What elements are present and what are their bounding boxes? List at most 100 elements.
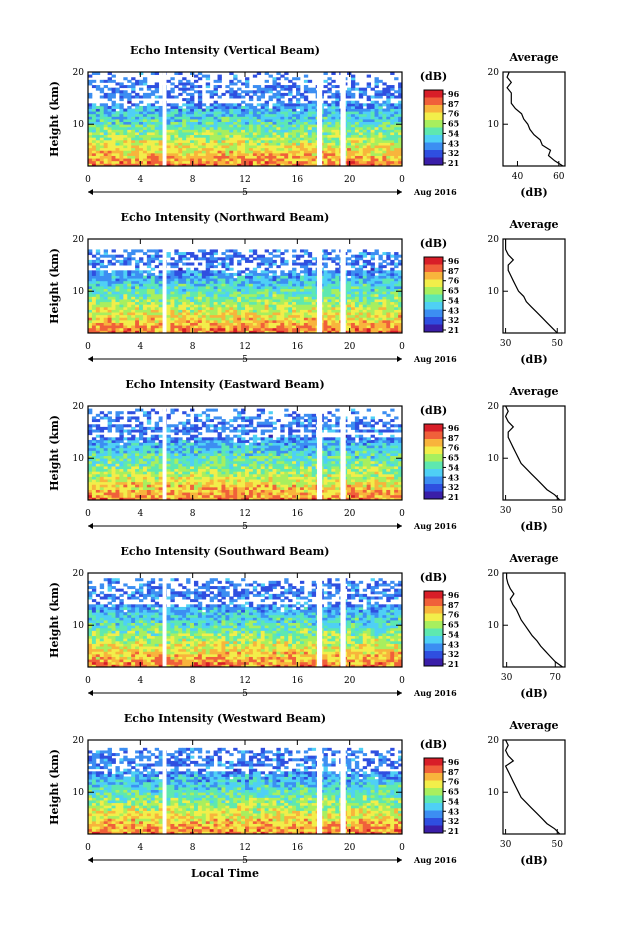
heatmap-cell xyxy=(296,124,300,127)
heatmap-cell xyxy=(241,119,245,122)
average-y-tick-label: 20 xyxy=(488,68,500,78)
heatmap-cell xyxy=(229,307,233,310)
heatmap-cell xyxy=(280,119,284,122)
heatmap-cell xyxy=(382,122,386,125)
heatmap-cell xyxy=(112,255,116,258)
heatmap-cell xyxy=(202,310,206,313)
heatmap-cell xyxy=(390,328,394,331)
heatmap-cell xyxy=(324,310,328,313)
heatmap-cell xyxy=(359,137,363,140)
heatmap-cell xyxy=(386,88,390,91)
heatmap-cell xyxy=(249,307,253,310)
heatmap-cell xyxy=(198,328,202,331)
heatmap-cell xyxy=(88,132,92,135)
heatmap-cell xyxy=(206,273,210,276)
heatmap-cell xyxy=(347,106,351,109)
average-profile-line xyxy=(507,72,563,166)
heatmap-cell xyxy=(210,328,214,331)
heatmap-cell xyxy=(335,270,339,273)
heatmap-cell xyxy=(221,122,225,125)
heatmap-cell xyxy=(151,127,155,130)
heatmap-cell xyxy=(241,109,245,112)
heatmap-cell xyxy=(100,310,104,313)
heatmap-cell xyxy=(351,153,355,156)
heatmap-cell xyxy=(123,129,127,132)
heatmap-cell xyxy=(233,75,237,78)
heatmap-cell xyxy=(296,98,300,101)
heatmap-cell xyxy=(312,276,316,279)
heatmap-cell xyxy=(159,294,163,297)
heatmap-cell xyxy=(104,283,108,286)
heatmap-cell xyxy=(170,320,174,323)
heatmap-cell xyxy=(237,103,241,106)
heatmap-cell xyxy=(210,122,214,125)
heatmap-cell xyxy=(214,103,218,106)
heatmap-cell xyxy=(355,140,359,143)
heatmap-cell xyxy=(355,145,359,148)
heatmap-cell xyxy=(296,276,300,279)
heatmap-cell xyxy=(115,310,119,313)
heatmap-cell xyxy=(335,111,339,114)
heatmap-cell xyxy=(371,135,375,138)
heatmap-cell xyxy=(257,161,261,164)
heatmap-cell xyxy=(143,302,147,305)
heatmap-cell xyxy=(178,294,182,297)
heatmap-cell xyxy=(371,114,375,117)
heatmap-cell xyxy=(210,111,214,114)
heatmap-cell xyxy=(390,492,394,495)
heatmap-cell xyxy=(233,161,237,164)
heatmap-cell xyxy=(159,296,163,299)
heatmap-cell xyxy=(225,145,229,148)
heatmap-cell xyxy=(170,77,174,80)
heatmap-cell xyxy=(167,153,171,156)
heatmap-cell xyxy=(312,291,316,294)
heatmap-cell xyxy=(327,96,331,99)
heatmap-cell xyxy=(198,98,202,101)
heatmap-cell xyxy=(261,114,265,117)
heatmap-cell xyxy=(324,122,328,125)
heatmap-cell xyxy=(367,260,371,263)
heatmap-cell xyxy=(225,124,229,127)
heatmap-cell xyxy=(276,135,280,138)
heatmap-cell xyxy=(300,312,304,315)
heatmap-cell xyxy=(155,317,159,320)
heatmap-cell xyxy=(108,124,112,127)
heatmap-cell xyxy=(151,291,155,294)
heatmap-cell xyxy=(218,315,222,318)
heatmap-cell xyxy=(241,124,245,127)
heatmap-cell xyxy=(394,111,398,114)
heatmap-cell xyxy=(292,249,296,252)
heatmap-cell xyxy=(280,150,284,153)
heatmap-cell xyxy=(359,283,363,286)
heatmap-cell xyxy=(382,143,386,146)
day-bar-arrow xyxy=(88,189,93,195)
heatmap-cell xyxy=(135,114,139,117)
heatmap-cell xyxy=(202,143,206,146)
heatmap-cell xyxy=(331,281,335,284)
heatmap-cell xyxy=(178,93,182,96)
heatmap-cell xyxy=(119,143,123,146)
heatmap-cell xyxy=(300,270,304,273)
heatmap-cell xyxy=(151,103,155,106)
heatmap-cell xyxy=(296,283,300,286)
heatmap-cell xyxy=(300,310,304,313)
heatmap-cell xyxy=(237,255,241,258)
heatmap-cell xyxy=(112,286,116,289)
heatmap-cell xyxy=(300,161,304,164)
heatmap-cell xyxy=(245,127,249,130)
heatmap-cell xyxy=(276,127,280,130)
heatmap-cell xyxy=(131,302,135,305)
heatmap-cell xyxy=(375,294,379,297)
heatmap-cell xyxy=(100,90,104,93)
heatmap-cell xyxy=(119,276,123,279)
heatmap-cell xyxy=(108,88,112,91)
heatmap-cell xyxy=(225,296,229,299)
heatmap-cell xyxy=(296,156,300,159)
heatmap-cell xyxy=(300,111,304,114)
heatmap-cell xyxy=(257,265,261,268)
heatmap-cell xyxy=(214,109,218,112)
heatmap-cell xyxy=(335,161,339,164)
heatmap-cell xyxy=(88,294,92,297)
heatmap-cell xyxy=(300,109,304,112)
heatmap-cell xyxy=(115,323,119,326)
